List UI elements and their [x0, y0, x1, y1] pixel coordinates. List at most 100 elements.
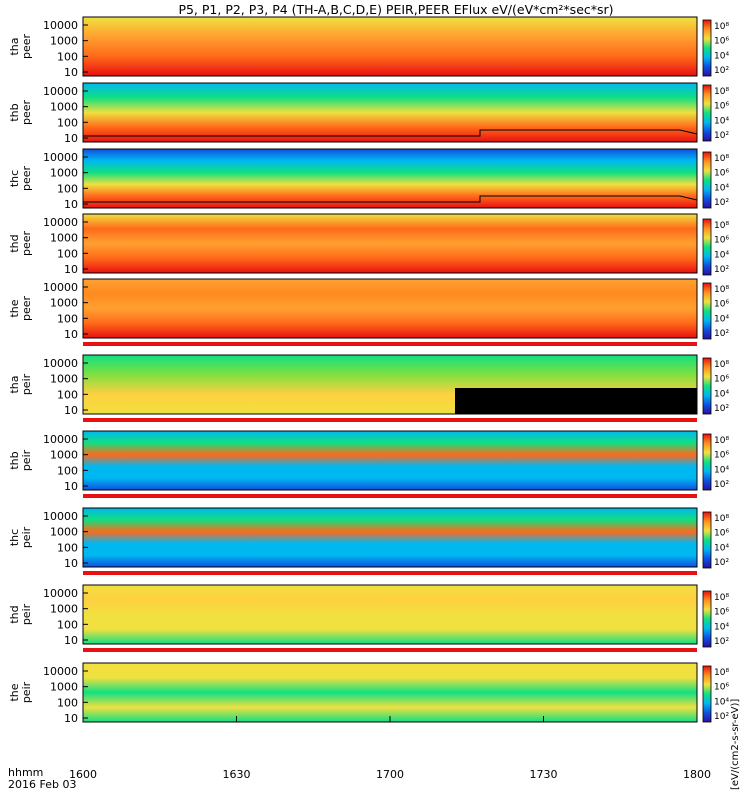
y-tick-label: 10 — [64, 198, 78, 211]
y-tick-label: 10000 — [43, 19, 78, 32]
colorbar-tick-label: 10⁸ — [714, 360, 729, 370]
colorbar-label: [eV/(cm2-s-sr-eV)] — [730, 699, 741, 790]
figure-title: P5, P1, P2, P3, P4 (TH-A,B,C,D,E) PEIR,P… — [178, 2, 613, 17]
sc-potential-line — [83, 129, 698, 137]
panel-thd-peer: 10000 1000 100 10 thd peer 10⁸ 10⁶ 10⁴ 10² — [8, 213, 729, 276]
colorbar-tick-label: 10⁸ — [714, 668, 729, 678]
colorbar — [702, 433, 712, 491]
colorbar-tick-label: 10² — [714, 66, 729, 76]
y-tick-label: 1000 — [50, 297, 78, 310]
colorbar — [702, 151, 712, 209]
colorbar-tick-label: 10⁸ — [714, 154, 729, 164]
y-tick-label: 100 — [57, 50, 78, 63]
colorbar-tick-label: 10⁴ — [714, 543, 729, 553]
colorbar-tick-label: 10⁶ — [714, 102, 729, 112]
panel-species-label: peir — [20, 603, 33, 625]
y-tick-label: 100 — [57, 464, 78, 477]
colorbar-tick-label: 10² — [714, 131, 729, 141]
x-tick-label: 1600 — [69, 768, 97, 781]
spectrogram-field — [83, 663, 697, 722]
spectrogram-field — [83, 585, 697, 644]
y-tick-label: 10 — [64, 132, 78, 145]
colorbar-tick-label: 10² — [714, 712, 729, 722]
panel-thb-peer: 10000 1000 100 10 thb peer 10⁸ 10⁶ 10⁴ 10² — [8, 82, 729, 145]
panel-frame — [82, 213, 698, 274]
y-tick-label: 100 — [57, 182, 78, 195]
sc-potential-line — [83, 195, 698, 203]
y-tick-label: 1000 — [50, 526, 78, 539]
colorbar-tick-label: 10⁴ — [714, 389, 729, 399]
colorbar — [702, 218, 712, 276]
panel-frame — [82, 16, 698, 77]
colorbar-tick-label: 10⁴ — [714, 51, 729, 61]
spectrogram-field — [83, 431, 697, 490]
panel-species-label: peir — [20, 449, 33, 471]
colorbar — [702, 357, 712, 415]
y-tick-label: 1000 — [50, 167, 78, 180]
panel-probe-label: tha — [8, 37, 21, 55]
y-tick-label: 100 — [57, 618, 78, 631]
panel-probe-label: tha — [8, 375, 21, 393]
spectrogram-field — [83, 214, 697, 273]
colorbar-tick-label: 10⁸ — [714, 22, 729, 32]
y-tick-label: 100 — [57, 541, 78, 554]
panel-species-label: peer — [20, 231, 33, 257]
panel-the-peir: 10000 1000 100 10 the peir 10⁸ 10⁶ 10⁴ 10² — [8, 662, 729, 725]
colorbar-tick-label: 10⁶ — [714, 529, 729, 539]
panel-frame — [82, 82, 698, 143]
x-tick-label: 1700 — [376, 768, 404, 781]
y-tick-label: 10000 — [43, 281, 78, 294]
panel-species-label: peer — [20, 100, 33, 126]
colorbar-tick-label: 10² — [714, 558, 729, 568]
colorbar-tick-label: 10⁶ — [714, 37, 729, 47]
x-tick-label: 1630 — [223, 768, 251, 781]
spectrogram-field — [83, 279, 697, 338]
colorbar — [702, 665, 712, 723]
panel-separator — [83, 418, 697, 422]
colorbar-tick-label: 10⁴ — [714, 465, 729, 475]
panel-frame — [82, 507, 698, 568]
colorbar-tick-label: 10² — [714, 637, 729, 647]
colorbar-tick-label: 10⁴ — [714, 183, 729, 193]
colorbar-tick-label: 10⁸ — [714, 285, 729, 295]
panel-thc-peir: 10000 1000 100 10 thc peir 10⁸ 10⁶ 10⁴ 10² — [8, 507, 729, 575]
y-tick-label: 10 — [64, 634, 78, 647]
y-tick-label: 10 — [64, 328, 78, 341]
panel-separator — [83, 571, 697, 575]
panel-frame — [82, 430, 698, 491]
y-tick-label: 10 — [64, 263, 78, 276]
panel-separator — [83, 342, 697, 346]
panel-frame — [82, 584, 698, 645]
colorbar — [702, 19, 712, 77]
no-data-region — [455, 388, 697, 414]
spectrogram-field — [83, 17, 697, 76]
panel-the-peer: 10000 1000 100 10 the peer 10⁸ 10⁶ 10⁴ 10² — [8, 278, 729, 346]
y-tick-label: 1000 — [50, 35, 78, 48]
panel-species-label: peir — [20, 373, 33, 395]
panel-frame — [82, 354, 698, 415]
colorbar — [702, 511, 712, 569]
panel-species-label: peer — [20, 166, 33, 192]
colorbar-tick-label: 10² — [714, 198, 729, 208]
colorbar-tick-label: 10⁶ — [714, 169, 729, 179]
y-tick-label: 10 — [64, 480, 78, 493]
colorbar-tick-label: 10⁴ — [714, 250, 729, 260]
colorbar-tick-label: 10⁴ — [714, 697, 729, 707]
panel-probe-label: the — [8, 683, 21, 701]
x-tick-label: 1800 — [683, 768, 711, 781]
y-tick-label: 10000 — [43, 85, 78, 98]
colorbar-tick-label: 10⁶ — [714, 608, 729, 618]
y-tick-label: 10 — [64, 66, 78, 79]
x-tick-label: 1730 — [530, 768, 558, 781]
colorbar — [702, 590, 712, 648]
spectrogram-field — [83, 508, 697, 567]
panel-thb-peir: 10000 1000 100 10 thb peir 10⁸ 10⁶ 10⁴ 10² — [8, 430, 729, 498]
y-tick-label: 10000 — [43, 433, 78, 446]
panel-probe-label: the — [8, 299, 21, 317]
colorbar-tick-label: 10² — [714, 329, 729, 339]
colorbar-tick-label: 10⁸ — [714, 514, 729, 524]
panel-separator — [83, 648, 697, 652]
colorbar — [702, 282, 712, 340]
panel-probe-label: thc — [8, 529, 21, 546]
